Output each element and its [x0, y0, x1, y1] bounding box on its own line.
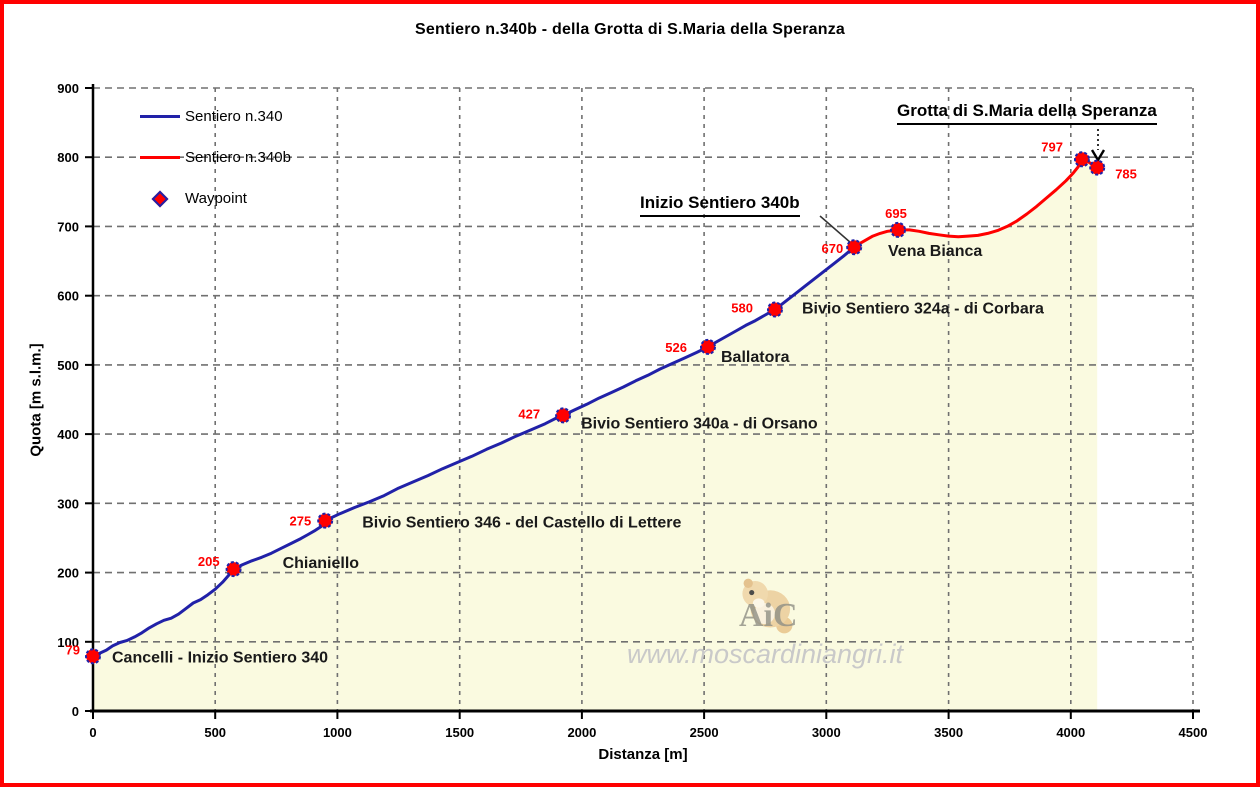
y-tick-label: 600 [57, 289, 79, 304]
y-tick-label: 500 [57, 358, 79, 373]
legend-line-sample-blue [140, 115, 180, 118]
waypoint-elevation-label: 79 [66, 642, 80, 657]
x-tick-label: 4000 [1056, 725, 1085, 740]
x-tick-label: 1000 [323, 725, 352, 740]
x-tick-label: 4500 [1179, 725, 1208, 740]
waypoint-marker [700, 338, 716, 355]
annotation-leader-line [819, 215, 852, 244]
watermark-url: www.moscardiniangri.it [626, 639, 904, 669]
waypoint-elevation-label: 785 [1115, 167, 1137, 182]
x-tick-label: 3500 [934, 725, 963, 740]
waypoint-name-label: Bivio Sentiero 324a - di Corbara [802, 301, 1044, 318]
x-axis-title: Distanza [m] [598, 746, 688, 763]
waypoint-elevation-label: 695 [885, 206, 907, 221]
waypoint-name-label: Chianiello [283, 555, 360, 572]
chart-title: Sentiero n.340b - della Grotta di S.Mari… [415, 21, 845, 38]
y-tick-label: 400 [57, 427, 79, 442]
hamster-logo-icon [742, 578, 793, 634]
waypoint-marker [317, 512, 334, 529]
waypoint-elevation-label: 797 [1041, 139, 1063, 154]
y-tick-label: 300 [57, 496, 79, 511]
series-line-sentiero-340 [91, 245, 856, 658]
waypoint-marker [1089, 159, 1106, 176]
legend-waypoint-marker-icon [151, 190, 169, 207]
waypoint-elevation-label: 275 [289, 514, 311, 529]
waypoint-name-label: Bivio Sentiero 346 - del Castello di Let… [362, 515, 681, 532]
waypoint-marker [890, 221, 906, 238]
y-tick-label: 900 [57, 81, 79, 96]
x-tick-label: 2500 [690, 725, 719, 740]
waypoint-marker [846, 239, 863, 256]
waypoint-elevation-label: 580 [731, 301, 753, 316]
x-tick-label: 0 [89, 725, 96, 740]
waypoint-name-label: Vena Bianca [888, 243, 982, 260]
x-tick-label: 500 [204, 725, 226, 740]
legend-line-sample-red [140, 156, 180, 159]
waypoint-marker [1074, 151, 1090, 168]
annotation-grotta-s-maria: Grotta di S.Maria della Speranza [897, 101, 1157, 125]
y-tick-label: 100 [57, 635, 79, 650]
waypoint-marker [555, 407, 572, 424]
x-tick-label: 2000 [567, 725, 596, 740]
chart-legend: Sentiero n.340 Sentiero n.340b Waypoint [140, 108, 291, 231]
waypoint-elevation-label: 427 [518, 406, 540, 421]
waypoint-elevation-label: 205 [198, 554, 220, 569]
y-tick-label: 0 [72, 704, 79, 719]
waypoint-name-label: Cancelli - Inizio Sentiero 340 [112, 649, 328, 666]
y-tick-label: 800 [57, 150, 79, 165]
series-line-sentiero-340b [852, 157, 1099, 249]
x-tick-label: 3000 [812, 725, 841, 740]
x-tick-label: 1500 [445, 725, 474, 740]
y-tick-label: 200 [57, 566, 79, 581]
legend-item-sentiero-340b: Sentiero n.340b [140, 149, 291, 166]
waypoint-elevation-label: 670 [821, 241, 843, 256]
legend-label: Sentiero n.340 [185, 108, 283, 125]
watermark-logo-text: AiC [739, 597, 798, 634]
waypoint-marker [767, 301, 783, 318]
legend-label: Waypoint [185, 190, 247, 207]
legend-item-sentiero-340: Sentiero n.340 [140, 108, 291, 125]
legend-label: Sentiero n.340b [185, 149, 291, 166]
profile-area-fill [93, 159, 1098, 712]
y-axis-title: Quota [m s.l.m.] [27, 343, 45, 457]
waypoint-name-label: Bivio Sentiero 340a - di Orsano [581, 415, 818, 432]
waypoint-marker [225, 561, 242, 578]
waypoint-elevation-label: 526 [665, 340, 687, 355]
y-tick-label: 700 [57, 219, 79, 234]
waypoint-marker [85, 648, 101, 665]
legend-item-waypoint: Waypoint [140, 190, 291, 207]
waypoint-name-label: Ballatora [721, 349, 790, 366]
annotation-arrowhead-icon [1090, 149, 1106, 163]
annotation-inizio-sentiero-340b: Inizio Sentiero 340b [640, 193, 800, 217]
